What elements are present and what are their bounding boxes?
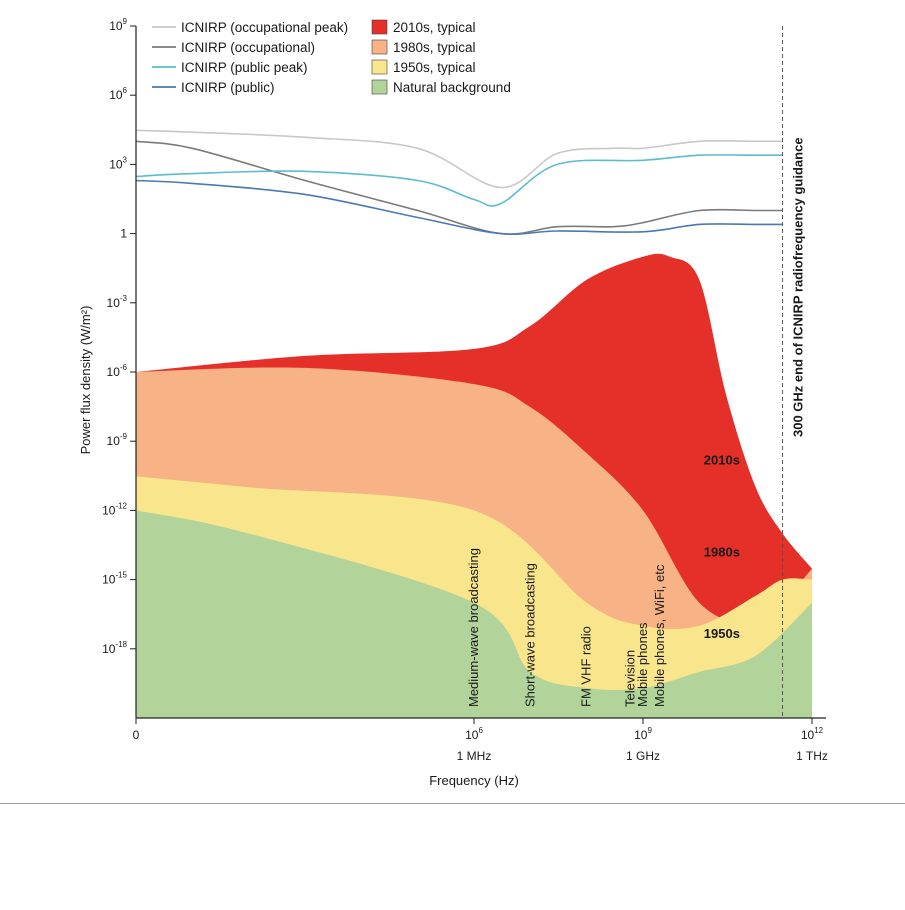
y-tick-label: 106	[109, 86, 127, 102]
y-tick-label: 103	[109, 155, 127, 171]
x-tick-sublabel: 1 THz	[796, 749, 828, 763]
band-label-1980s: 1980s	[704, 545, 740, 560]
area-natural-background	[136, 510, 812, 718]
legend-swatch-1980s-typical	[371, 39, 388, 55]
service-label-medium-wave-broadcasting: Medium-wave broadcasting	[466, 548, 481, 707]
guidance-marker-label: 300 GHz end of ICNIRP radiofrequency gui…	[791, 137, 806, 437]
legend-label-icnirp-occupational-peak: ICNIRP (occupational peak)	[181, 20, 348, 35]
y-tick-label: 10-6	[107, 363, 128, 379]
y-tick-label: 1	[120, 227, 127, 241]
x-tick-label: 0	[133, 728, 140, 742]
legend-swatch-natural-background	[371, 79, 388, 95]
legend-swatch-1950s-typical	[371, 59, 388, 75]
legend-label-1950s-typical: 1950s, typical	[393, 60, 476, 75]
line-icnirp-occupational	[135, 140, 783, 235]
x-tick-sublabel: 1 MHz	[457, 749, 492, 763]
legend-label-icnirp-occupational: ICNIRP (occupational)	[181, 40, 315, 55]
y-tick-label: 10-12	[102, 501, 127, 517]
band-label-2010s: 2010s	[704, 452, 740, 467]
y-tick-label: 10-15	[102, 571, 127, 587]
band-label-1950s: 1950s	[704, 626, 740, 641]
x-tick-label: 106	[465, 726, 483, 742]
y-tick-label: 10-3	[107, 294, 128, 310]
legend-label-2010s-typical: 2010s, typical	[393, 20, 476, 35]
service-label-short-wave-broadcasting: Short-wave broadcasting	[522, 563, 537, 707]
service-label-fm-vhf-radio: FM VHF radio	[579, 626, 594, 707]
x-tick-sublabel: 1 GHz	[626, 749, 660, 763]
line-icnirp-occupational-peak	[135, 129, 783, 189]
x-tick-label: 109	[634, 726, 652, 742]
x-axis-title: Frequency (Hz)	[429, 773, 519, 788]
line-icnirp-public-peak	[135, 154, 783, 207]
line-icnirp-public	[135, 179, 783, 235]
legend-swatch-2010s-typical	[371, 19, 388, 35]
y-tick-label: 10-18	[102, 640, 127, 656]
y-tick-label: 10-9	[107, 432, 128, 448]
legend-label-natural-background: Natural background	[393, 80, 511, 95]
legend-label-1980s-typical: 1980s, typical	[393, 40, 476, 55]
service-label-mobile-phones: Mobile phones	[635, 622, 650, 707]
legend-label-icnirp-public-peak: ICNIRP (public peak)	[181, 60, 308, 75]
figure-bottom-rule	[0, 803, 905, 804]
service-label-television: Television	[623, 650, 638, 707]
x-tick-label: 1012	[801, 726, 824, 742]
y-tick-label: 109	[109, 17, 127, 33]
legend-label-icnirp-public: ICNIRP (public)	[181, 80, 275, 95]
service-label-mobile-phones-wifi-etc: Mobile phones, WiFi, etc	[652, 564, 667, 707]
y-axis-title: Power flux density (W/m²)	[78, 306, 93, 455]
